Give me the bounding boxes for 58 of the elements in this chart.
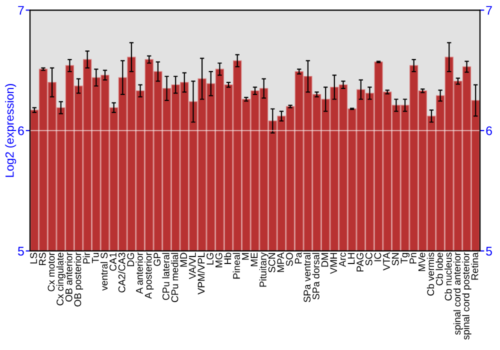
x-tick-label: SPa dorsal bbox=[312, 252, 320, 300]
x-tick-label: Arc bbox=[339, 252, 346, 267]
x-tick-label: Cx cingulate bbox=[56, 252, 66, 306]
y-tick-label: 6 bbox=[18, 126, 24, 136]
x-tick-label: SCN bbox=[268, 253, 276, 272]
x-tick-label: spinal cord anterior bbox=[453, 252, 462, 335]
x-tick-label: SC bbox=[365, 252, 372, 266]
y-tick-label: 7 bbox=[18, 6, 24, 15]
x-tick-label: SO bbox=[286, 252, 293, 266]
x-tick-label: CPu medial bbox=[171, 252, 178, 302]
x-tick-label: LH bbox=[348, 253, 355, 264]
y2-tick-label: 7 bbox=[486, 6, 492, 15]
x-tick-label: SPa ventral bbox=[303, 252, 311, 302]
y-tick-label: 5 bbox=[18, 246, 24, 256]
x-tick-label: Tu bbox=[92, 252, 99, 264]
x-tick-label: OB anterior bbox=[65, 252, 72, 302]
x-tick-label: Pir bbox=[82, 252, 90, 264]
x-tick-label: LG bbox=[206, 253, 214, 265]
x-tick-label: DM bbox=[321, 253, 328, 267]
x-tick-label: M bbox=[242, 253, 249, 260]
x-tick-label: MVe bbox=[418, 252, 426, 271]
x-tick-label: ME bbox=[250, 252, 258, 266]
x-tick-label: SN bbox=[392, 253, 399, 266]
x-tick-label: Pineal bbox=[232, 252, 240, 279]
x-tick-label: Cb vermis bbox=[426, 252, 434, 296]
x-tick-label: LS bbox=[30, 252, 38, 264]
x-tick-label: VPM/VPL bbox=[198, 252, 205, 294]
x-tick-label: CA2/CA3 bbox=[118, 252, 126, 292]
x-tick-label: Pn bbox=[410, 252, 416, 264]
x-tick-label: MPA bbox=[277, 252, 284, 272]
x-tick-label: PAG bbox=[356, 253, 364, 272]
y2-tick-label: 5 bbox=[486, 246, 492, 256]
y2-tick-label: 6 bbox=[486, 126, 492, 136]
x-tick-label: VA/VL bbox=[188, 252, 196, 280]
x-tick-label: MG bbox=[215, 253, 222, 268]
x-tick-label: spinal cord posterior bbox=[462, 252, 472, 340]
x-tick-label: VTA bbox=[383, 252, 390, 270]
x-tick-label: IC bbox=[374, 252, 382, 262]
x-tick-label: Cb lobe bbox=[436, 252, 443, 286]
x-tick-label: Pa bbox=[294, 252, 302, 264]
x-tick-label: OB posterior bbox=[74, 252, 84, 306]
x-tick-label: Tg bbox=[400, 252, 410, 264]
x-tick-label: GP bbox=[154, 252, 161, 266]
x-tick-label: Cx motor bbox=[48, 252, 55, 292]
x-tick-label: CPu lateral bbox=[162, 252, 170, 300]
x-tick-label: VMH bbox=[330, 253, 337, 274]
x-tick-label: Cb nucleus bbox=[444, 252, 452, 300]
x-tick-label: DG bbox=[127, 253, 134, 266]
x-tick-label: MD bbox=[180, 252, 187, 267]
x-tick-label: A posterior bbox=[144, 252, 154, 299]
x-tick-label: Hb bbox=[224, 252, 232, 264]
x-tick-label: ventral S bbox=[100, 252, 108, 291]
x-tick-label: CA1 bbox=[110, 252, 116, 271]
x-tick-label: Retina bbox=[471, 252, 478, 280]
x-tick-label: Pituitary bbox=[259, 252, 268, 287]
y-axis-title: Log2 (expression) bbox=[5, 84, 16, 177]
x-tick-label: A anterior bbox=[136, 252, 143, 294]
x-tick-label: RS bbox=[38, 252, 46, 266]
